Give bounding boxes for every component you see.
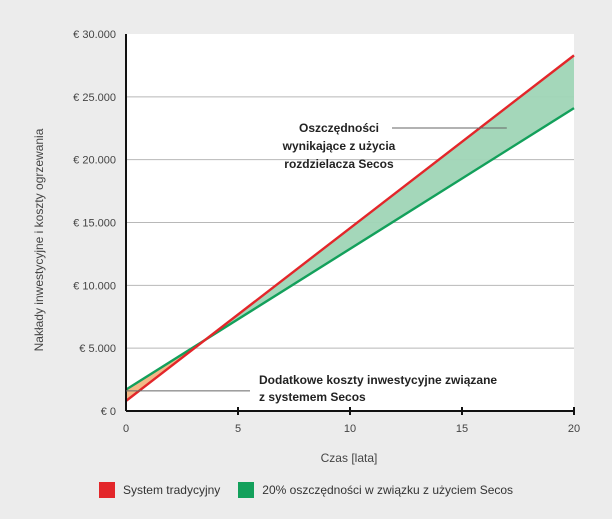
x-tick-label: 5 — [235, 423, 241, 435]
legend-label: System tradycyjny — [122, 483, 221, 497]
x-axis-label: Czas [lata] — [321, 451, 378, 465]
axes: € 0 € 5.000 € 10.000 € 15.000 € 20.000 € 25.0… — [73, 29, 580, 435]
legend-swatch — [98, 482, 115, 498]
y-tick-label: € 20.000 — [73, 155, 116, 167]
annotation-savings-text: Oszczędności wynikające z użycia rozdziela… — [282, 121, 396, 171]
legend-label: 20% oszczędności w związku z użyciem Sec… — [262, 483, 514, 497]
y-axis-label: Nakłady inwestycyjne i koszty ogrzewania — [32, 128, 46, 351]
y-tick-label: € 25.000 — [73, 92, 116, 104]
series-line-traditional — [125, 54, 575, 402]
x-tick-label: 0 — [123, 423, 129, 435]
grid — [126, 34, 574, 411]
y-tick-label: € 15.000 — [73, 218, 116, 230]
annotations: Oszczędności wynikające z użycia rozdziela… — [126, 121, 507, 404]
series — [125, 54, 575, 402]
annotation-investment-text: Dodatkowe koszty inwestycyjne związane z … — [259, 373, 497, 404]
legend-item: 20% oszczędności w związku z użyciem Sec… — [238, 482, 513, 498]
x-tick-label: 20 — [568, 423, 580, 435]
legend-item: System tradycyjny — [98, 482, 221, 498]
x-tick-label: 15 — [456, 423, 468, 435]
x-tick-label: 10 — [344, 423, 356, 435]
legend: System tradycyjny 20% oszczędności w zwią… — [0, 482, 612, 498]
y-tick-label: € 0 — [101, 406, 116, 418]
legend-swatch — [238, 482, 255, 498]
y-tick-label: € 5.000 — [79, 343, 116, 355]
y-tick-label: € 10.000 — [73, 280, 116, 292]
y-tick-label: € 30.000 — [73, 29, 116, 41]
